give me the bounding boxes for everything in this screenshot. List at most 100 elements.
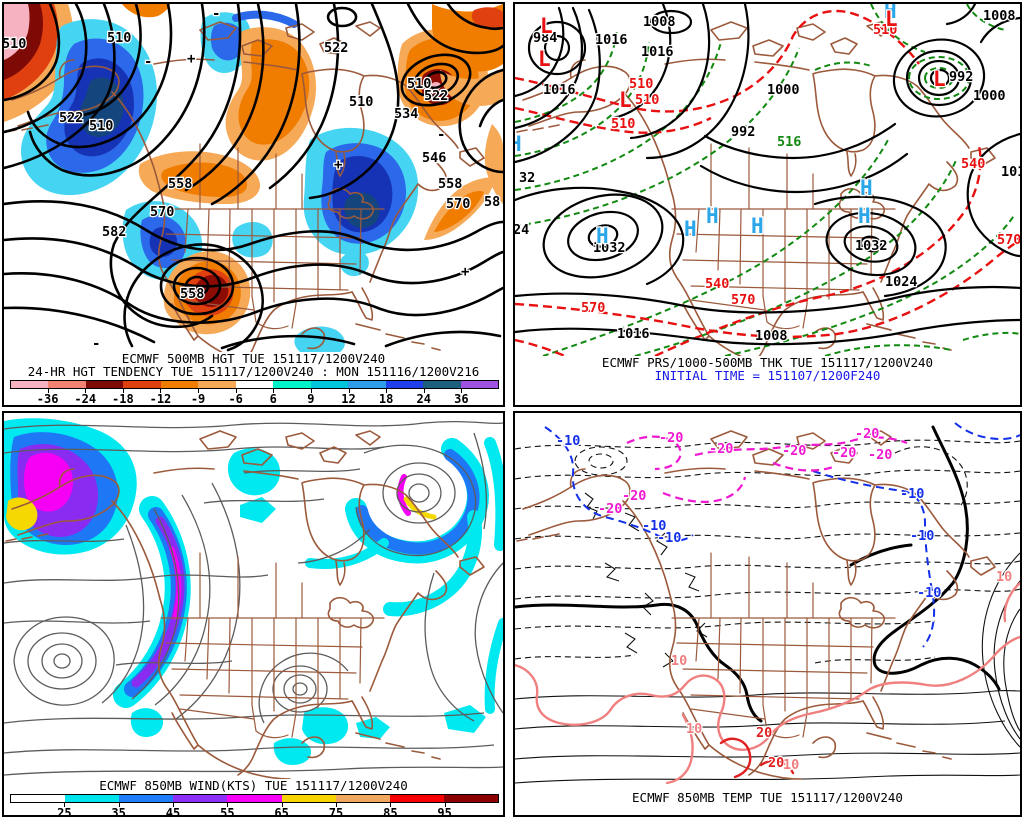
wind-speed-colorbar: 25 35 45 55 65 75 85 95	[10, 794, 499, 815]
svg-text:510: 510	[611, 116, 635, 132]
svg-text:1008: 1008	[755, 328, 788, 344]
svg-text:992: 992	[949, 69, 973, 85]
svg-text:H: H	[860, 176, 873, 200]
svg-text:-20: -20	[782, 443, 806, 459]
svg-text:32: 32	[519, 170, 535, 186]
temp-minus10-line-blue	[544, 422, 1020, 648]
panel-title: ECMWF 500MB HGT TUE 151117/1200V240	[121, 351, 386, 366]
map-850mb-temp: -20-20-20-20-20-20 -20-20-10-10-10-10-10-…	[515, 422, 1020, 785]
panel-500mb-height-tendency: 510 510 522 510 522 510 510 522 534 546 558 570 58 55…	[2, 2, 505, 407]
svg-text:1008: 1008	[983, 8, 1016, 24]
svg-text:570: 570	[446, 196, 470, 212]
svg-text:20: 20	[768, 755, 784, 771]
tendency-fill-layer	[4, 4, 503, 352]
svg-text:-20: -20	[832, 445, 856, 461]
svg-text:+: +	[187, 51, 195, 67]
svg-text:H: H	[858, 204, 871, 228]
svg-text:510: 510	[873, 22, 897, 38]
temp-contour-labels: -20-20-20-20-20-20 -20-20-10-10-10-10-10-…	[555, 425, 1014, 775]
svg-text:-10: -10	[900, 486, 924, 502]
svg-text:1032: 1032	[855, 238, 888, 254]
svg-text:10: 10	[783, 757, 799, 773]
svg-text:558: 558	[438, 176, 462, 192]
svg-text:L: L	[538, 47, 551, 71]
svg-text:+: +	[461, 264, 469, 280]
svg-text:-20: -20	[868, 447, 892, 463]
temp-contours-negative-dashed	[515, 439, 1020, 664]
map-850mb-wind	[4, 418, 503, 779]
svg-text:-20: -20	[598, 501, 622, 517]
temp-minus20-line-magenta	[626, 435, 908, 503]
svg-text:582: 582	[102, 224, 126, 240]
svg-text:522: 522	[324, 40, 348, 56]
hgt-tendency-colorbar: -36 -24 -18 -12 -9 -6 6 9 12 18 24 36	[10, 380, 499, 405]
panel-850mb-temp: -20 -20 -20 -20 -20 -20 -20 -20 -10 -10 -10 -10 -10-…	[513, 411, 1022, 817]
svg-text:H: H	[515, 132, 522, 156]
svg-text:H: H	[884, 4, 897, 23]
svg-text:1016: 1016	[617, 326, 650, 342]
svg-text:546: 546	[422, 150, 446, 166]
panel-title: ECMWF 850MB WIND(KTS) TUE 151117/1200V24…	[99, 778, 408, 793]
svg-text:510: 510	[107, 30, 131, 46]
temp-zero-line-thick	[515, 425, 1001, 723]
mslp-contours	[515, 4, 1020, 346]
svg-text:1008: 1008	[643, 14, 676, 30]
svg-text:510: 510	[4, 36, 26, 52]
svg-text:-: -	[92, 336, 100, 352]
svg-text:-20: -20	[709, 441, 733, 457]
svg-text:984: 984	[533, 30, 557, 46]
svg-text:510: 510	[635, 92, 659, 108]
svg-text:1016: 1016	[543, 82, 576, 98]
svg-text:L: L	[885, 7, 898, 31]
svg-text:-10: -10	[917, 585, 941, 601]
svg-text:58: 58	[484, 194, 500, 210]
svg-text:522: 522	[424, 88, 448, 104]
svg-text:558: 558	[180, 286, 204, 302]
svg-text:10: 10	[671, 653, 687, 669]
svg-text:570: 570	[150, 204, 174, 220]
svg-text:570: 570	[731, 292, 755, 308]
svg-text:-10: -10	[657, 530, 681, 546]
svg-text:540: 540	[961, 156, 985, 172]
panel-mslp-thickness: 9841016100810161016992100099210001008322…	[513, 2, 1022, 407]
panel-title: ECMWF 850MB TEMP TUE 151117/1200V240	[632, 790, 903, 805]
svg-text:570: 570	[581, 300, 605, 316]
temp-plus20-line-red	[719, 737, 795, 779]
svg-text:1024: 1024	[885, 274, 918, 290]
svg-text:-: -	[144, 54, 152, 70]
850mb-height-contours	[4, 420, 503, 776]
svg-text:10: 10	[686, 721, 702, 737]
svg-text:510: 510	[89, 118, 113, 134]
svg-text:L: L	[540, 14, 553, 38]
svg-text:1000: 1000	[973, 88, 1006, 104]
svg-text:20: 20	[756, 725, 772, 741]
svg-text:558: 558	[168, 176, 192, 192]
svg-text:H: H	[706, 204, 719, 228]
svg-text:1000: 1000	[767, 82, 800, 98]
svg-text:510: 510	[629, 76, 653, 92]
svg-text:L: L	[619, 88, 632, 112]
svg-text:10: 10	[996, 569, 1012, 585]
svg-text:-: -	[212, 6, 220, 22]
svg-text:H: H	[751, 214, 764, 238]
svg-text:1032: 1032	[593, 240, 626, 256]
svg-text:-: -	[437, 127, 445, 143]
svg-text:534: 534	[394, 106, 418, 122]
svg-text:-20: -20	[855, 426, 879, 442]
thickness-contours-green	[515, 4, 1020, 356]
svg-text:H: H	[684, 217, 697, 241]
svg-text:24: 24	[515, 222, 529, 238]
svg-text:1016: 1016	[595, 32, 628, 48]
svg-text:-20: -20	[659, 430, 683, 446]
svg-text:510: 510	[349, 94, 373, 110]
map-mslp-thickness: 9841016100810161016992100099210001008322…	[515, 4, 1020, 356]
height-contours	[4, 4, 503, 352]
svg-text:522: 522	[59, 110, 83, 126]
panel-850mb-wind: ECMWF 850MB WIND(KTS) TUE 151117/1200V24…	[2, 411, 505, 817]
svg-text:1016: 1016	[641, 44, 674, 60]
svg-text:H: H	[596, 224, 609, 248]
svg-text:540: 540	[705, 276, 729, 292]
svg-text:570: 570	[997, 232, 1020, 248]
